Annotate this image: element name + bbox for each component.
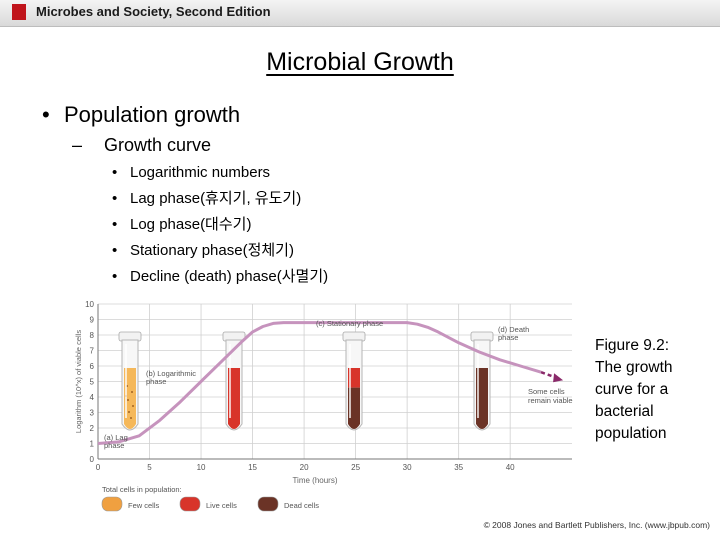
- slide-title-text: Microbial Growth: [266, 48, 454, 76]
- test-tube-illustration: [222, 331, 246, 431]
- bullet-dash-icon: –: [72, 135, 83, 155]
- y-tick-label: 0: [90, 455, 95, 464]
- legend-swatch: [257, 496, 279, 512]
- phase-label: (b) Logarithmic phase: [146, 369, 196, 386]
- legend-item: Live cells: [179, 496, 237, 512]
- bullet-dot-icon: •: [112, 190, 118, 207]
- copyright-notice: © 2008 Jones and Bartlett Publishers, In…: [483, 520, 710, 530]
- x-tick-label: 15: [248, 463, 257, 472]
- arrow-head-icon: [553, 373, 564, 383]
- x-tick-label: 0: [96, 463, 101, 472]
- x-axis-label: Time (hours): [292, 476, 337, 485]
- y-axis-label: Logarithm (10^x) of viable cells: [74, 330, 83, 433]
- y-tick-label: 1: [90, 440, 95, 449]
- phase-label: (a) Lag phase: [104, 433, 128, 450]
- bullet-dot-icon: •: [42, 102, 50, 127]
- bullet-dot-icon: •: [112, 216, 118, 233]
- growth-curve-figure: 0 1 2 3 4 5 6 7 8 9 10 0 5 10 15 20 25 30 35 40 Time (hours)…: [72, 296, 582, 523]
- legend-swatch: [179, 496, 201, 512]
- phase-label: (c) Stationary phase: [316, 319, 383, 328]
- x-tick-label: 25: [351, 463, 360, 472]
- legend-item: Few cells: [101, 496, 160, 512]
- caption-line: bacterial: [595, 403, 654, 420]
- book-banner: Microbes and Society, Second Edition: [0, 0, 720, 27]
- y-tick-label: 10: [85, 300, 94, 309]
- y-tick-label: 2: [90, 424, 95, 433]
- growth-curve-chart: 0 1 2 3 4 5 6 7 8 9 10 0 5 10 15 20 25 30 35 40 Time (hours)…: [74, 300, 573, 512]
- remaining-viable-annotation: Some cells remain viable: [528, 387, 573, 405]
- legend-title: Total cells in population:: [102, 485, 182, 494]
- test-tube-illustration: [470, 331, 494, 431]
- phase-label: (d) Death phase: [498, 325, 529, 342]
- figure-caption: Figure 9.2: The growth curve for a bacte…: [595, 335, 705, 445]
- legend-swatch: [101, 496, 123, 512]
- y-tick-label: 5: [90, 378, 95, 387]
- y-tick-label: 6: [90, 362, 95, 371]
- test-tube-illustration: [342, 331, 366, 431]
- growth-curve-line: [97, 321, 542, 445]
- caption-line: Figure 9.2:: [595, 337, 670, 354]
- y-tick-label: 7: [90, 347, 95, 356]
- bullet-dot-icon: •: [112, 164, 118, 181]
- caption-line: The growth: [595, 359, 673, 376]
- y-tick-label: 9: [90, 316, 95, 325]
- legend-label: Dead cells: [284, 501, 319, 510]
- legend-item: Dead cells: [257, 496, 319, 512]
- bullet-growth-curve: – Growth curve: [72, 135, 212, 155]
- x-tick-label: 5: [147, 463, 152, 472]
- y-tick-label: 3: [90, 409, 95, 418]
- y-tick-label: 8: [90, 331, 95, 340]
- slide-title: Microbial Growth: [0, 48, 720, 77]
- x-tick-label: 35: [454, 463, 463, 472]
- x-tick-label: 40: [506, 463, 515, 472]
- legend-label: Few cells: [128, 501, 160, 510]
- death-phase-arrow: [540, 371, 556, 379]
- x-tick-label: 30: [403, 463, 412, 472]
- bullet-dot-icon: •: [112, 268, 118, 285]
- x-tick-label: 10: [197, 463, 206, 472]
- caption-line: curve for a: [595, 381, 669, 398]
- y-tick-label: 4: [90, 393, 95, 402]
- x-tick-label: 20: [300, 463, 309, 472]
- book-title: Microbes and Society, Second Edition: [36, 4, 271, 19]
- banner-logo-square: [12, 4, 26, 20]
- caption-line: population: [595, 425, 667, 442]
- legend-label: Live cells: [206, 501, 237, 510]
- test-tube-illustration: [118, 331, 142, 431]
- bullet-dot-icon: •: [112, 242, 118, 259]
